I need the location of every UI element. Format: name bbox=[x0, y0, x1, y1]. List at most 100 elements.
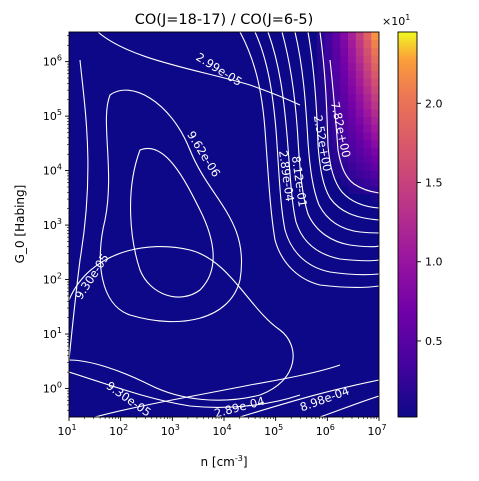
heatmap-cell bbox=[355, 32, 364, 41]
heatmap-cell bbox=[348, 139, 357, 148]
heatmap-cell bbox=[363, 162, 372, 171]
heatmap-cell bbox=[363, 85, 372, 94]
heatmap-cell bbox=[332, 116, 341, 125]
heatmap-cell bbox=[348, 78, 357, 87]
heatmap-cell bbox=[348, 32, 357, 41]
heatmap-cell bbox=[317, 116, 326, 125]
heatmap-cell bbox=[371, 132, 379, 141]
heatmap-cell bbox=[371, 124, 379, 133]
heatmap-cell bbox=[371, 85, 379, 94]
y-tick-label: 100 bbox=[43, 381, 62, 396]
heatmap-cell bbox=[371, 47, 379, 56]
heatmap-cell bbox=[355, 170, 364, 179]
heatmap-cell bbox=[317, 62, 326, 71]
heatmap-cell bbox=[371, 155, 379, 164]
heatmap-cell bbox=[348, 62, 357, 71]
heatmap-cell bbox=[355, 147, 364, 156]
contour-line bbox=[319, 395, 379, 417]
heatmap-cell bbox=[363, 78, 372, 87]
heatmap-cell bbox=[340, 85, 349, 94]
heatmap-cell bbox=[363, 139, 372, 148]
heatmap-cell bbox=[340, 101, 349, 110]
heatmap-cell bbox=[340, 116, 349, 125]
heatmap-cell bbox=[324, 85, 333, 94]
heatmap-cell bbox=[317, 101, 326, 110]
contour-line bbox=[254, 32, 379, 276]
heatmap-cell bbox=[371, 193, 379, 202]
heatmap-cell bbox=[355, 139, 364, 148]
heatmap-cell bbox=[355, 162, 364, 171]
heatmap-cell bbox=[340, 78, 349, 87]
heatmap-cell bbox=[324, 55, 333, 64]
colorbar-tick-label: 0.5 bbox=[425, 335, 443, 348]
heatmap-cell bbox=[340, 139, 349, 148]
heatmap-cell bbox=[324, 78, 333, 87]
heatmap-cell bbox=[363, 55, 372, 64]
heatmap-cell bbox=[371, 32, 379, 41]
heatmap-cell bbox=[355, 132, 364, 141]
colorbar-tick-label: 1.0 bbox=[425, 256, 443, 269]
heatmap-cell bbox=[348, 101, 357, 110]
heatmap-cell bbox=[348, 155, 357, 164]
heatmap-cell bbox=[371, 62, 379, 71]
heatmap-cell bbox=[324, 101, 333, 110]
colorbar-ticks: 0.5 1.0 1.5 2.0 bbox=[417, 97, 443, 348]
heatmap-cell bbox=[363, 39, 372, 48]
heatmap-cell bbox=[340, 178, 349, 187]
y-tick-label: 102 bbox=[43, 272, 62, 287]
x-tick-label: 104 bbox=[212, 423, 231, 438]
heatmap-cell bbox=[348, 70, 357, 79]
heatmap-cell bbox=[340, 32, 349, 41]
heatmap-cell bbox=[324, 155, 333, 164]
colorbar: 0.5 1.0 1.5 2.0 ×101 bbox=[382, 13, 443, 418]
heatmap-cell bbox=[332, 170, 341, 179]
heatmap-cell bbox=[348, 186, 357, 195]
x-tick-label: 105 bbox=[264, 423, 283, 438]
heatmap-cell bbox=[340, 109, 349, 118]
heatmap-cell bbox=[371, 186, 379, 195]
heatmap-cell bbox=[332, 109, 341, 118]
contour-line bbox=[130, 147, 214, 298]
heatmap-cell bbox=[371, 178, 379, 187]
heatmap-cell bbox=[317, 85, 326, 94]
heatmap-cell bbox=[340, 124, 349, 133]
heatmap-cell bbox=[324, 109, 333, 118]
heatmap-cell bbox=[332, 139, 341, 148]
heatmap-cell bbox=[332, 101, 341, 110]
heatmap-cell bbox=[355, 101, 364, 110]
y-axis-label: G_0 [Habing] bbox=[13, 185, 27, 264]
heatmap-cell bbox=[324, 47, 333, 56]
heatmap-cell bbox=[324, 70, 333, 79]
heatmap-cell bbox=[324, 39, 333, 48]
contour-line bbox=[69, 59, 89, 361]
heatmap-cell bbox=[348, 132, 357, 141]
y-tick-label: 105 bbox=[43, 108, 62, 123]
heatmap-cell bbox=[363, 132, 372, 141]
plot-area: 2.99e-059.62e-06 7.82e+002.52e+002.89e-04… bbox=[69, 32, 379, 417]
contour-line bbox=[239, 379, 379, 417]
contour-line bbox=[97, 32, 301, 106]
heatmap-cell bbox=[363, 170, 372, 179]
heatmap-cell bbox=[348, 85, 357, 94]
colorbar-tick-label: 2.0 bbox=[425, 97, 443, 110]
contour-line bbox=[281, 32, 379, 248]
heatmap-cell bbox=[371, 116, 379, 125]
colorbar-multiplier-base: ×10 bbox=[382, 15, 405, 28]
heatmap-cell bbox=[355, 85, 364, 94]
contour-line bbox=[329, 59, 379, 194]
heatmap-cell bbox=[324, 62, 333, 71]
heatmap-cell bbox=[371, 147, 379, 156]
heatmap-cell bbox=[371, 101, 379, 110]
heatmap-cell bbox=[363, 116, 372, 125]
heatmap-cells bbox=[317, 32, 379, 202]
colorbar-multiplier: ×101 bbox=[382, 13, 410, 28]
heatmap-cell bbox=[348, 93, 357, 102]
heatmap-cell bbox=[340, 62, 349, 71]
heatmap-cell bbox=[348, 116, 357, 125]
heatmap-cell bbox=[371, 170, 379, 179]
contour-line bbox=[94, 364, 341, 417]
heatmap-cell bbox=[371, 109, 379, 118]
contour-line bbox=[267, 32, 379, 262]
heatmap-cell bbox=[363, 47, 372, 56]
